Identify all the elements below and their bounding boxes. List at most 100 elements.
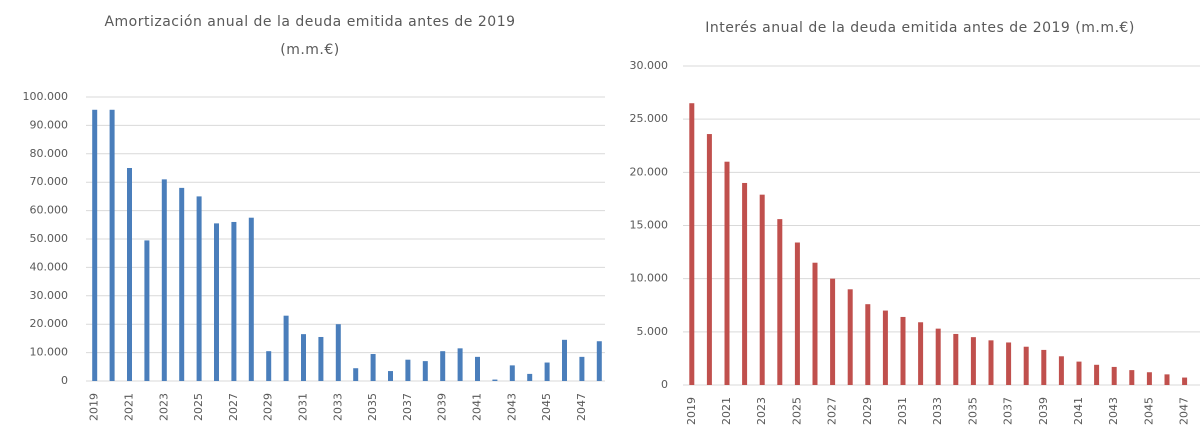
x-tick-label: 2041 (471, 393, 484, 421)
bar (179, 187, 185, 381)
x-tick-label: 2045 (1142, 397, 1155, 425)
x-tick-label: 2039 (436, 393, 449, 421)
bar (527, 373, 533, 381)
bar (196, 196, 202, 381)
bar (935, 328, 941, 385)
x-tick-label: 2033 (931, 397, 944, 425)
bar (706, 134, 712, 385)
x-tick-label: 2031 (297, 393, 310, 421)
bar (509, 365, 515, 381)
bar (1006, 342, 1012, 385)
x-tick-label: 2027 (227, 393, 240, 421)
x-tick-label: 2043 (505, 393, 518, 421)
bar (475, 356, 480, 381)
x-tick-label: 2045 (540, 393, 553, 421)
bar (144, 240, 150, 381)
y-tick-label: 20.000 (30, 317, 69, 330)
bar (1146, 372, 1152, 385)
bar (1076, 361, 1082, 385)
bar (109, 109, 115, 381)
y-tick-label: 30.000 (30, 289, 69, 302)
bar (283, 315, 289, 381)
x-tick-label: 2029 (262, 393, 275, 421)
bar (92, 109, 98, 381)
y-tick-label: 15.000 (630, 219, 669, 232)
bar (335, 324, 341, 381)
chart-title: Interés anual de la deuda emitida antes … (705, 20, 1135, 36)
x-tick-label: 2035 (366, 393, 379, 421)
bar (689, 103, 695, 385)
x-tick-label: 2047 (575, 393, 588, 421)
bar (1129, 370, 1135, 385)
x-tick-label: 2025 (192, 393, 205, 421)
x-tick-label: 2023 (755, 397, 768, 425)
bar (812, 262, 818, 385)
bar (457, 348, 463, 381)
y-tick-label: 50.000 (30, 232, 69, 245)
x-tick-label: 2025 (790, 397, 803, 425)
y-tick-label: 10.000 (630, 272, 669, 285)
bar (579, 356, 585, 381)
x-tick-label: 2039 (1037, 397, 1050, 425)
bar (1164, 374, 1170, 385)
bar (865, 304, 871, 385)
bar (405, 359, 411, 381)
bar (161, 179, 167, 381)
x-tick-label: 2021 (123, 393, 136, 421)
y-tick-label: 20.000 (630, 165, 669, 178)
bar (231, 221, 237, 381)
x-tick-label: 2019 (88, 393, 101, 421)
bar (440, 351, 446, 381)
bar (847, 289, 853, 385)
bar (900, 316, 906, 385)
x-tick-label: 2033 (331, 393, 344, 421)
y-tick-label: 90.000 (30, 118, 69, 131)
bar (318, 336, 324, 381)
bar (562, 339, 567, 381)
bar (301, 334, 306, 381)
bar (970, 337, 976, 385)
x-tick-label: 2043 (1107, 397, 1120, 425)
bar (388, 371, 393, 381)
chart-title: Amortización anual de la deuda emitida a… (104, 14, 516, 58)
y-tick-label: 0 (661, 378, 668, 391)
bar (422, 361, 428, 381)
bar (1058, 356, 1064, 385)
bar (830, 278, 836, 385)
bar (492, 379, 498, 381)
bar (248, 217, 254, 381)
y-tick-label: 80.000 (30, 147, 69, 160)
x-tick-label: 2019 (685, 397, 698, 425)
x-tick-label: 2027 (826, 397, 839, 425)
bar (127, 168, 132, 381)
x-tick-label: 2041 (1072, 397, 1085, 425)
y-tick-label: 30.000 (630, 59, 669, 72)
y-tick-label: 0 (61, 374, 68, 387)
bar (742, 182, 748, 385)
y-tick-label: 10.000 (30, 346, 69, 359)
y-tick-label: 40.000 (30, 260, 69, 273)
bar (777, 219, 783, 385)
bar (266, 351, 272, 381)
bar (1023, 346, 1029, 385)
x-tick-label: 2037 (401, 393, 414, 421)
y-tick-label: 25.000 (630, 112, 669, 125)
y-tick-label: 70.000 (30, 175, 69, 188)
bar (988, 340, 994, 385)
bar (794, 242, 800, 385)
bar (953, 333, 959, 385)
bar (918, 322, 924, 385)
x-tick-label: 2021 (720, 397, 733, 425)
x-tick-label: 2031 (896, 397, 909, 425)
x-tick-label: 2023 (157, 393, 170, 421)
bar (1041, 349, 1047, 385)
y-tick-label: 5.000 (637, 325, 669, 338)
x-tick-label: 2029 (861, 397, 874, 425)
bar (1182, 377, 1188, 385)
bar (370, 354, 376, 381)
bar (214, 223, 219, 381)
x-tick-label: 2037 (1002, 397, 1015, 425)
bar (596, 341, 602, 381)
